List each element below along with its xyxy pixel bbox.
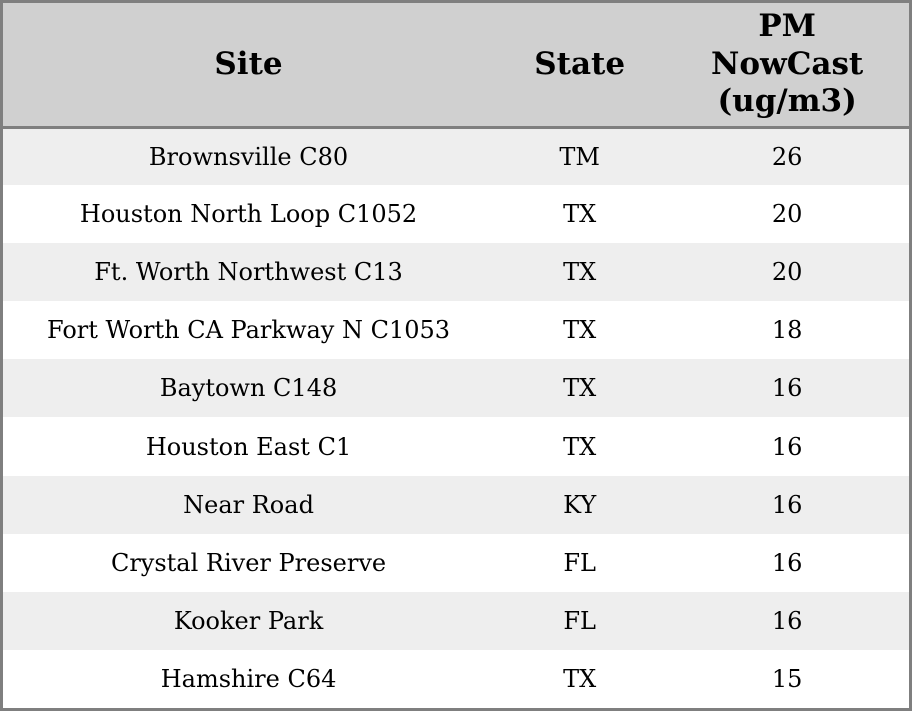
site-cell: Houston North Loop C1052 <box>79 200 418 229</box>
column-header-pm-nowcast: PM NowCast (ug/m3) <box>665 3 909 129</box>
table-row: Crystal River Preserve FL 16 <box>3 533 909 592</box>
pm-cell: 16 <box>771 490 803 519</box>
state-cell: TX <box>563 664 597 693</box>
state-cell: FL <box>563 548 596 577</box>
state-cell: TX <box>563 258 597 287</box>
table-row: Houston North Loop C1052 TX 20 <box>3 185 909 244</box>
pm-cell: 20 <box>771 200 803 229</box>
pm-cell: 18 <box>771 316 803 345</box>
site-cell: Houston East C1 <box>145 432 352 461</box>
site-cell: Baytown C148 <box>159 374 338 403</box>
pm-cell: 16 <box>771 374 803 403</box>
state-cell: TM <box>559 142 600 171</box>
pm-cell: 15 <box>771 664 803 693</box>
pm-cell: 20 <box>771 258 803 287</box>
site-cell: Hamshire C64 <box>160 664 337 693</box>
table-row: Near Road KY 16 <box>3 475 909 534</box>
table-row: Baytown C148 TX 16 <box>3 359 909 418</box>
site-cell: Kooker Park <box>173 606 324 635</box>
table-header: Site State PM NowCast (ug/m3) <box>3 3 909 129</box>
site-cell: Fort Worth CA Parkway N C1053 <box>47 316 451 345</box>
state-cell: TX <box>563 200 597 229</box>
table-row: Ft. Worth Northwest C13 TX 20 <box>3 243 909 302</box>
site-cell: Brownsville C80 <box>148 142 349 171</box>
site-cell: Near Road <box>183 490 314 519</box>
site-cell: Crystal River Preserve <box>110 548 387 577</box>
pm-cell: 16 <box>771 606 803 635</box>
state-cell: FL <box>563 606 596 635</box>
table-row: Kooker Park FL 16 <box>3 591 909 650</box>
state-cell: TX <box>563 432 597 461</box>
column-header-site: Site <box>3 3 495 129</box>
table-body: Brownsville C80 TM 26 Houston North Loop… <box>3 127 909 708</box>
data-table: Site State PM NowCast (ug/m3) Brownsvill… <box>3 3 909 708</box>
header-row: Site State PM NowCast (ug/m3) <box>3 3 909 129</box>
state-cell: TX <box>563 374 597 403</box>
table-row: Fort Worth CA Parkway N C1053 TX 18 <box>3 301 909 360</box>
pm-cell: 26 <box>771 142 803 171</box>
site-cell: Ft. Worth Northwest C13 <box>94 258 403 287</box>
state-cell: TX <box>563 316 597 345</box>
table-row: Brownsville C80 TM 26 <box>3 127 909 186</box>
table-row: Houston East C1 TX 16 <box>3 417 909 476</box>
pm-cell: 16 <box>771 548 803 577</box>
column-header-state: State <box>494 3 666 129</box>
table-row: Hamshire C64 TX 15 <box>3 649 909 708</box>
pm-cell: 16 <box>771 432 803 461</box>
state-cell: KY <box>563 490 597 519</box>
